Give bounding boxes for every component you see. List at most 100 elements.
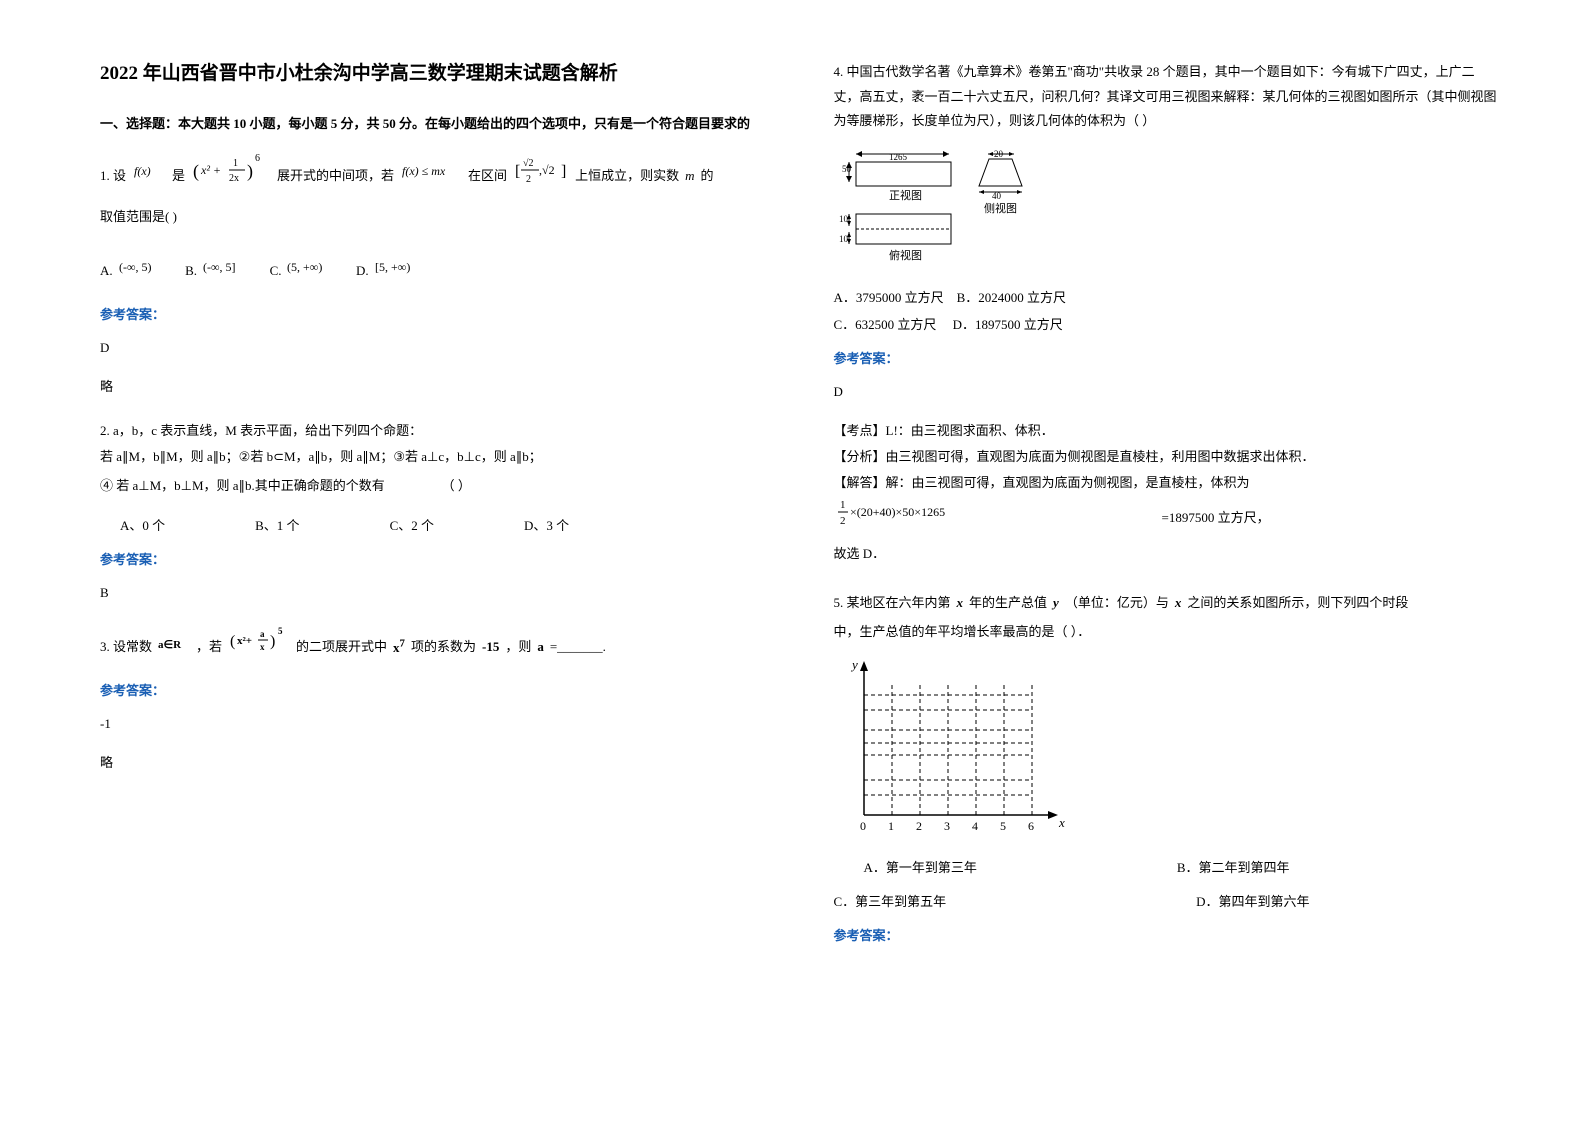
q5-text: 5. 某地区在六年内第: [834, 587, 951, 620]
label-1265: 1265: [889, 152, 908, 162]
svg-text:√2: √2: [523, 158, 534, 169]
question-5: 5. 某地区在六年内第 x 年的生产总值 y （单位：亿元）与 x 之间的关系如…: [834, 587, 1498, 950]
q4-optA: A．3795000 立方尺: [834, 285, 944, 311]
svg-text:(5, +∞): (5, +∞): [287, 260, 322, 274]
q5-text: 年的生产总值: [969, 587, 1047, 620]
svg-text:(-∞, 5]: (-∞, 5]: [203, 260, 236, 274]
svg-text:(: (: [230, 633, 235, 650]
svg-text:1: 1: [888, 819, 894, 833]
q4-three-views-diagram: 1265 50 正视图 20 40 侧视图 10: [834, 144, 1498, 274]
q2-options: A、0 个 B、1 个 C、2 个 D、3 个: [100, 513, 774, 539]
svg-text:3: 3: [944, 819, 950, 833]
q1-optD-val: [5, +∞): [373, 255, 429, 288]
q5-optB: B．第二年到第四年: [1177, 855, 1290, 881]
svg-text:[: [: [515, 163, 520, 180]
svg-text:x: x: [260, 642, 265, 652]
q1-optB-val: (-∞, 5]: [201, 255, 255, 288]
q1-binomial: ( x² + 1 2x ) 6: [189, 149, 273, 204]
svg-text:5: 5: [278, 626, 283, 636]
q1-line2: 取值范围是( ): [100, 204, 774, 230]
q2-optB: B、1 个: [255, 513, 299, 539]
right-column: 4. 中国古代数学名著《九章算术》卷第五"商功"共收录 28 个题目，其中一个题…: [804, 60, 1508, 1082]
q3-x7: x7: [391, 630, 407, 664]
q1-optD: D.: [356, 255, 369, 288]
question-4: 4. 中国古代数学名著《九章算术》卷第五"商功"共收录 28 个题目，其中一个题…: [834, 60, 1498, 567]
side-view-label: 侧视图: [984, 201, 1017, 215]
svg-text:×(20+40)×50×1265: ×(20+40)×50×1265: [850, 505, 945, 519]
q1-answer: D: [100, 336, 774, 359]
question-1: 1. 设 f(x) 是 ( x² + 1 2x ) 6 展开式的中间项，若 f(…: [100, 149, 774, 398]
svg-text:2: 2: [526, 174, 531, 185]
q1-text: 是: [172, 160, 185, 193]
q3-a: a: [535, 631, 546, 664]
q3-text: ，若: [196, 631, 222, 664]
q4-exp3: 【解答】解：由三视图可得，直观图为底面为侧视图，是直棱柱，体积为: [834, 470, 1498, 496]
q1-text: 1. 设: [100, 160, 126, 193]
svg-text:]: ]: [561, 163, 566, 180]
q5-text2: 中，生产总值的年平均增长率最高的是（ ）．: [834, 619, 1498, 645]
svg-text:x²+: x²+: [237, 635, 252, 647]
q4-text: 4. 中国古代数学名著《九章算术》卷第五"商功"共收录 28 个题目，其中一个题…: [834, 60, 1498, 134]
q1-optA: A.: [100, 255, 113, 288]
q1-text: 在区间: [468, 160, 507, 193]
q4-formula: 1 2 ×(20+40)×50×1265: [834, 496, 1018, 541]
document-title: 2022 年山西省晋中市小杜余沟中学高三数学理期末试题含解析: [100, 60, 774, 89]
svg-text:1: 1: [233, 158, 238, 169]
q2-optA: A、0 个: [120, 513, 165, 539]
svg-text:): ): [247, 161, 253, 182]
answer-label: 参考答案：: [834, 923, 1498, 949]
left-column: 2022 年山西省晋中市小杜余沟中学高三数学理期末试题含解析 一、选择题：本大题…: [100, 60, 804, 1082]
svg-text:[5, +∞): [5, +∞): [375, 260, 410, 274]
section-heading: 一、选择题：本大题共 10 小题，每小题 5 分，共 50 分。在每小题给出的四…: [100, 114, 774, 135]
q3-answer2: 略: [100, 751, 774, 774]
q3-text: ，则: [505, 631, 531, 664]
q5-options: A．第一年到第三年 B．第二年到第四年: [834, 855, 1498, 881]
svg-text:f(x) ≤ mx: f(x) ≤ mx: [402, 164, 446, 178]
q5-grid-chart: y x 0: [834, 655, 1498, 845]
q1-ineq: f(x) ≤ mx: [398, 160, 464, 193]
svg-text:,√2: ,√2: [539, 163, 555, 177]
q3-text: 3. 设常数: [100, 631, 152, 664]
svg-text:6: 6: [255, 153, 260, 164]
q1-m: m: [683, 160, 696, 193]
x-axis-label: x: [1058, 815, 1065, 830]
q5-x-icon: x: [1173, 587, 1184, 620]
q3-neg15: -15: [480, 631, 501, 664]
q5-x-icon: x: [955, 587, 966, 620]
q5-optD: D．第四年到第六年: [1196, 889, 1309, 915]
q2-text2: 若 a∥M，b∥M，则 a∥b；②若 b⊂M，a∥b，则 a∥M；③若 a⊥c，…: [100, 444, 774, 470]
svg-text:5: 5: [1000, 819, 1006, 833]
q4-optC: C．632500 立方尺: [834, 312, 937, 338]
top-view-label: 俯视图: [889, 248, 922, 262]
svg-text:a: a: [260, 629, 265, 639]
q1-optA-val: (-∞, 5): [117, 255, 171, 288]
answer-label: 参考答案：: [100, 678, 774, 704]
q3-text: 的二项展开式中: [296, 631, 387, 664]
q1-options: A. (-∞, 5) B. (-∞, 5] C. (5, +∞) D. [5, …: [100, 255, 774, 288]
q1-text: 的: [700, 160, 713, 193]
q1-text: 展开式的中间项，若: [277, 160, 394, 193]
q3-text: =_______.: [550, 631, 606, 664]
q3-ar: a∈R: [156, 631, 192, 664]
q4-formula-line: 1 2 ×(20+40)×50×1265 =1897500 立方尺，: [834, 496, 1498, 541]
q5-text: 之间的关系如图所示，则下列四个时段: [1187, 587, 1408, 620]
svg-text:2: 2: [916, 819, 922, 833]
svg-text:2: 2: [840, 515, 846, 527]
q4-optD: D．1897500 立方尺: [953, 312, 1063, 338]
svg-text:0: 0: [860, 819, 866, 833]
q2-optD: D、3 个: [524, 513, 569, 539]
answer-label: 参考答案：: [834, 346, 1498, 372]
q2-answer: B: [100, 581, 774, 604]
q1-answer2: 略: [100, 375, 774, 398]
front-view-label: 正视图: [889, 188, 922, 202]
svg-text:2x: 2x: [229, 173, 239, 184]
q1-interval: [ √2 2 ,√2 ]: [511, 152, 571, 201]
q4-answer: D: [834, 380, 1498, 403]
svg-text:(: (: [193, 161, 199, 182]
q4-exp2: 【分析】由三视图可得，直观图为底面为侧视图是直棱柱，利用图中数据求出体积．: [834, 444, 1498, 470]
answer-label: 参考答案：: [100, 547, 774, 573]
svg-text:f(x): f(x): [134, 164, 151, 178]
q5-y-icon: y: [1051, 587, 1061, 620]
q3-text: 项的系数为: [411, 631, 476, 664]
q1-optB: B.: [185, 255, 197, 288]
